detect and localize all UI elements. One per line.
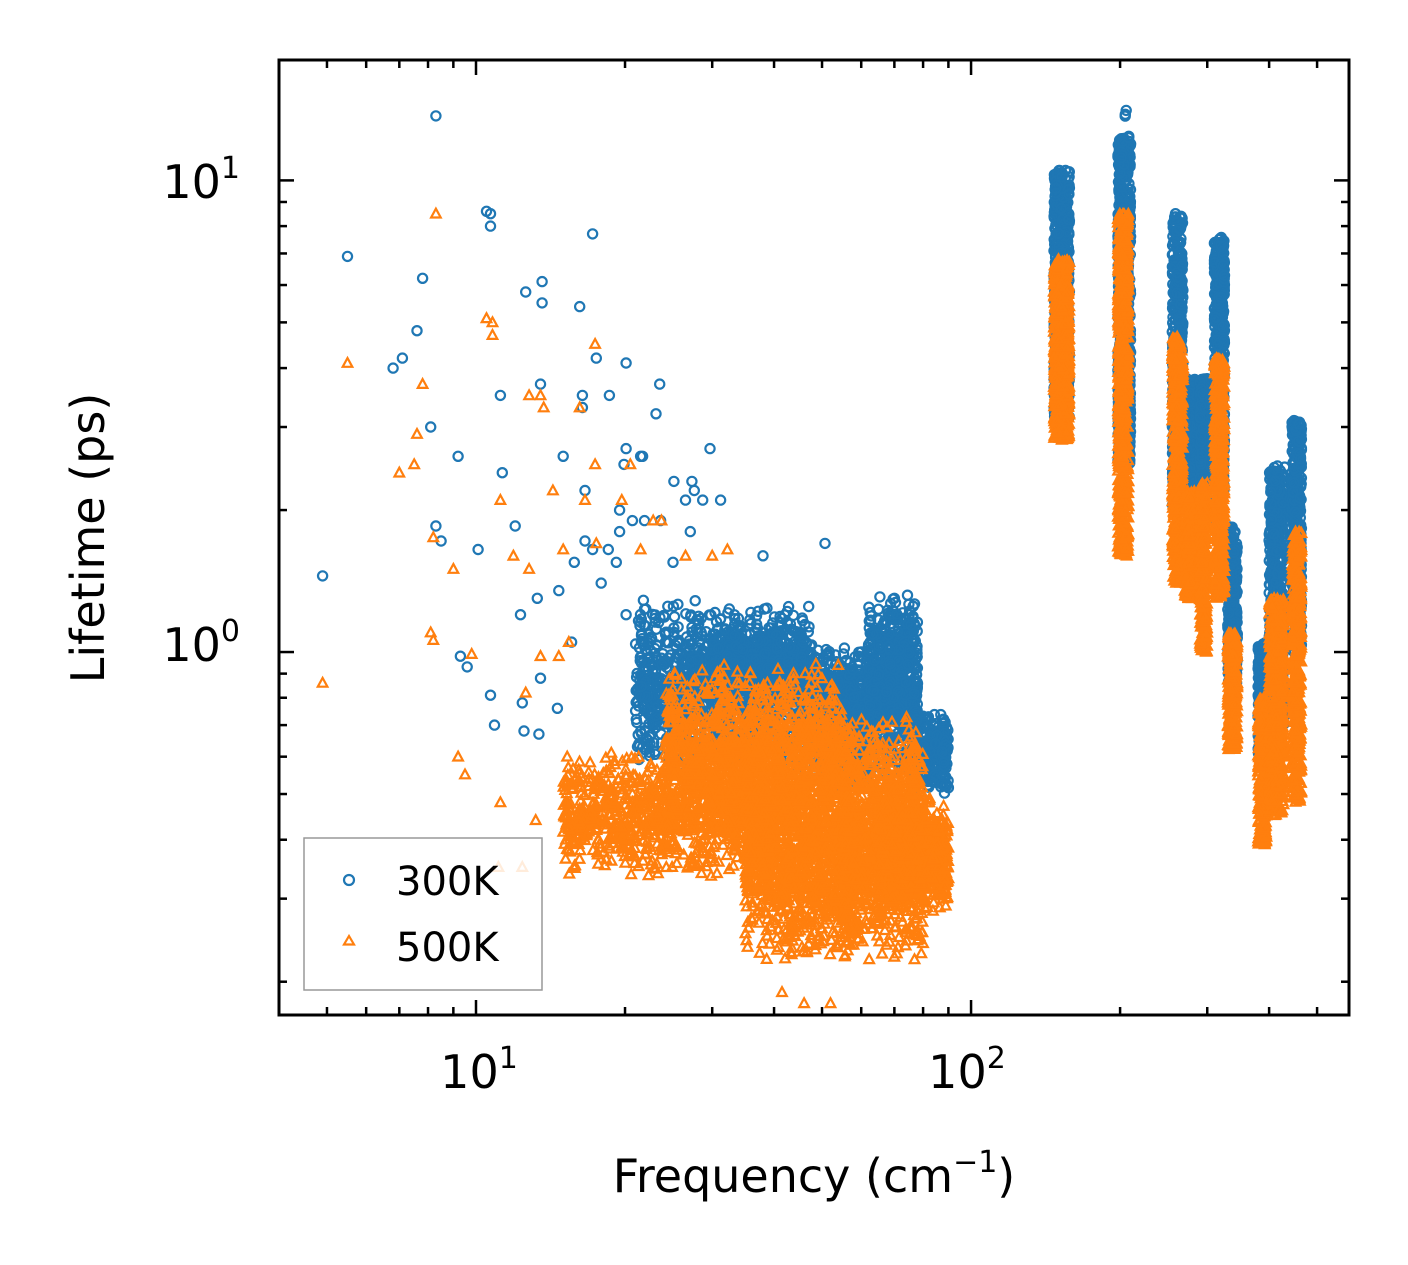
point-300k [649,746,661,758]
point-300k [509,520,521,532]
point-300k [650,408,662,420]
point-300k [586,228,599,240]
point-300k [430,110,442,122]
point-300k [553,584,565,597]
point-300k [635,629,648,642]
point-300k [396,352,409,364]
point-300k [574,300,586,313]
point-300k [496,467,508,479]
point-300k [744,614,756,626]
point-300k [668,622,680,634]
point-300k [697,494,709,506]
point-300k [576,389,589,402]
point-300k [656,659,668,671]
point-300k [514,609,527,621]
point-300k [662,600,674,613]
point-300k [757,550,769,562]
point-300k [516,697,529,709]
point-300k [536,297,548,309]
point-300k [668,475,680,488]
point-300k [714,494,727,506]
point-300k [430,520,442,532]
point-300k [659,636,672,648]
point-300k [631,716,643,729]
point-300k [639,704,652,716]
point-300k [602,543,615,556]
point-300k [642,663,655,676]
point-300k [341,250,354,263]
point-300k [638,514,651,527]
point-300k [643,746,656,759]
point-300k [518,725,530,737]
point-300k [684,525,697,538]
point-300k [710,616,723,628]
point-300k [557,450,569,462]
point-300k [494,389,507,402]
point-300k [454,650,467,662]
point-300k [799,618,811,631]
point-300k [603,389,616,402]
point-300k [579,535,591,547]
point-300k [654,378,666,390]
point-300k [640,603,652,615]
point-300k [425,421,437,433]
point-300k [613,525,626,538]
point-300k [620,357,632,369]
point-300k [650,623,663,635]
point-300k [484,220,497,232]
point-300k [484,689,497,701]
point-300k [689,595,701,607]
point-300k [803,600,815,613]
point-300k [683,644,695,656]
point-300k [416,272,429,284]
point-300k [752,605,764,618]
point-300k [782,600,795,613]
point-300k [641,691,654,703]
point-300k [484,207,497,220]
point-300k [695,626,707,639]
point-300k [595,577,607,589]
point-300k [452,450,464,462]
point-300k [686,621,698,634]
point-300k [387,362,399,374]
point-300k [688,484,701,497]
point-300k [645,644,657,657]
point-300k [704,442,716,455]
point-300k [620,609,632,621]
point-300k [472,543,484,556]
point-300k [658,611,671,623]
point-300k [643,718,655,730]
point-300k [650,681,663,693]
point-300k [316,570,329,582]
point-300k [536,275,548,288]
point-300k [642,734,655,747]
point-300k [568,556,581,569]
point-300k [667,556,679,569]
point-300k [685,655,697,667]
point-300k [679,494,692,506]
point-300k [819,537,831,550]
point-300k [551,702,564,715]
point-300k [613,504,626,516]
point-300k [534,672,547,684]
point-300k [531,592,544,605]
point-300k [411,325,423,337]
data-marks [315,104,1309,1009]
point-300k [636,450,649,462]
point-300k [520,286,532,298]
point-300k [745,606,757,619]
point-300k [626,514,639,527]
point-300k [610,556,623,569]
point-300k [620,442,632,455]
point-300k [461,661,473,673]
point-300k [590,352,603,364]
point-300k [705,609,717,621]
point-300k [633,642,646,654]
point-300k [488,719,501,731]
point-300k [768,611,781,623]
point-300k [533,728,545,740]
point-300k [667,600,680,613]
